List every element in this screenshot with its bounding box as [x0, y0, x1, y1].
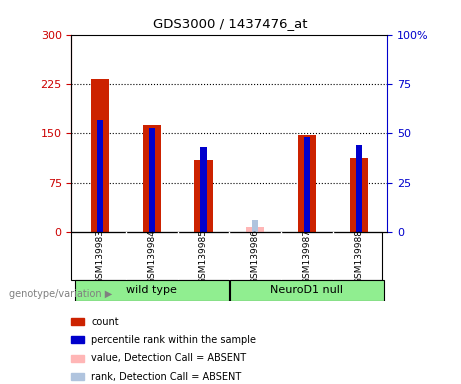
- Bar: [142, 125, 161, 232]
- Text: GSM139983: GSM139983: [95, 229, 105, 284]
- Bar: [195, 160, 213, 232]
- Bar: [304, 137, 310, 232]
- Bar: [201, 147, 207, 232]
- Text: GSM139988: GSM139988: [354, 229, 363, 284]
- Text: rank, Detection Call = ABSENT: rank, Detection Call = ABSENT: [91, 372, 242, 382]
- FancyBboxPatch shape: [75, 280, 229, 301]
- Text: GSM139987: GSM139987: [302, 229, 312, 284]
- Text: percentile rank within the sample: percentile rank within the sample: [91, 335, 256, 345]
- FancyBboxPatch shape: [230, 280, 384, 301]
- Bar: [356, 145, 362, 232]
- Text: GSM139984: GSM139984: [147, 229, 156, 284]
- Bar: [350, 159, 368, 232]
- Text: value, Detection Call = ABSENT: value, Detection Call = ABSENT: [91, 353, 246, 363]
- Bar: [91, 79, 109, 232]
- Bar: [252, 220, 258, 232]
- Text: genotype/variation ▶: genotype/variation ▶: [9, 289, 112, 299]
- Text: NeuroD1 null: NeuroD1 null: [271, 285, 343, 295]
- Bar: [148, 127, 155, 232]
- Text: GSM139986: GSM139986: [251, 229, 260, 284]
- Text: count: count: [91, 316, 119, 326]
- Bar: [97, 119, 103, 232]
- Bar: [298, 136, 316, 232]
- Text: wild type: wild type: [126, 285, 177, 295]
- Text: GSM139985: GSM139985: [199, 229, 208, 284]
- Bar: [246, 227, 264, 232]
- Text: GDS3000 / 1437476_at: GDS3000 / 1437476_at: [153, 17, 308, 30]
